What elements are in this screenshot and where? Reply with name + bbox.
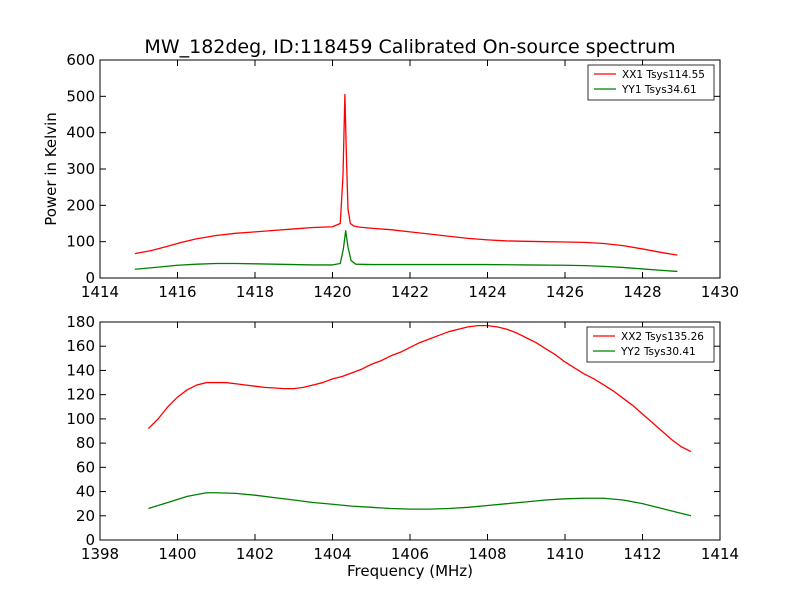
bottom-series-line-1 (148, 492, 692, 517)
top-x-tick-label: 1428 (623, 283, 661, 301)
top-y-axis-label: Power in Kelvin (42, 112, 60, 226)
top-x-tick-label: 1416 (158, 283, 196, 301)
bottom-y-tick-label: 0 (85, 531, 95, 549)
top-x-tick-label: 1424 (468, 283, 506, 301)
bottom-x-axis-label: Frequency (MHz) (347, 562, 473, 580)
bottom-tick-layer: 1398 1400 1402 1404 1406 1408 1410 1412 1414 0 20 4… (66, 313, 739, 563)
bottom-legend-box (586, 326, 715, 363)
bottom-y-tick-label: 40 (76, 483, 95, 501)
bottom-x-tick-label: 1412 (623, 545, 661, 563)
chart-title: MW_182deg, ID:118459 Calibrated On-sourc… (144, 36, 675, 58)
bottom-x-tick-label: 1404 (313, 545, 351, 563)
top-legend-label-xx1: XX1 Tsys114.55 (622, 69, 705, 81)
top-legend-label-yy1: YY1 Tsys34.61 (621, 84, 697, 96)
bottom-chart: 1398 1400 1402 1404 1406 1408 1410 1412 1414 0 20 4… (66, 313, 739, 580)
bottom-series-line-0 (147, 324, 692, 453)
top-plot-frame (99, 59, 721, 279)
top-y-tick-label: 500 (66, 87, 95, 105)
bottom-x-tick-label: 1408 (468, 545, 506, 563)
top-y-tick-label: 0 (85, 269, 95, 287)
top-y-tick-label: 400 (66, 124, 95, 142)
bottom-y-tick-label: 140 (66, 361, 95, 379)
top-x-tick-label: 1414 (81, 283, 119, 301)
top-legend: XX1 Tsys114.55 YY1 Tsys34.61 (587, 64, 715, 101)
bottom-x-tick-label: 1406 (391, 545, 429, 563)
bottom-series-layer (147, 324, 692, 517)
bottom-y-tick-label: 160 (66, 337, 95, 355)
bottom-legend: XX2 Tsys135.26 YY2 Tsys30.41 (586, 326, 715, 363)
bottom-x-tick-label: 1414 (701, 545, 739, 563)
bottom-y-tick-label: 100 (66, 410, 95, 428)
bottom-plot-frame (99, 321, 721, 541)
bottom-x-tick-label: 1402 (236, 545, 274, 563)
bottom-y-tick-label: 60 (76, 458, 95, 476)
top-series-line-1 (134, 230, 678, 273)
top-x-tick-label: 1426 (546, 283, 584, 301)
bottom-x-tick-label: 1410 (546, 545, 584, 563)
top-series-line-0 (134, 93, 678, 256)
bottom-y-tick-label: 80 (76, 434, 95, 452)
top-tick-layer: 1414 1416 1418 1420 1422 1424 1426 1428 1430 0 100… (66, 51, 739, 301)
bottom-y-tick-label: 180 (66, 313, 95, 331)
top-series-layer (134, 93, 678, 273)
top-x-tick-label: 1420 (313, 283, 351, 301)
top-chart: 1414 1416 1418 1420 1422 1424 1426 1428 1430 0 100… (42, 51, 739, 301)
top-legend-box (587, 64, 715, 101)
bottom-x-tick-label: 1400 (158, 545, 196, 563)
bottom-legend-label-xx2: XX2 Tsys135.26 (621, 331, 704, 343)
bottom-legend-label-yy2: YY2 Tsys30.41 (620, 346, 696, 358)
top-y-tick-label: 100 (66, 233, 95, 251)
top-y-tick-label: 300 (66, 160, 95, 178)
top-y-tick-label: 200 (66, 196, 95, 214)
top-x-tick-label: 1422 (391, 283, 429, 301)
bottom-y-tick-label: 120 (66, 386, 95, 404)
bottom-y-tick-label: 20 (76, 507, 95, 525)
bottom-x-tick-label: 1398 (81, 545, 119, 563)
top-x-tick-label: 1418 (236, 283, 274, 301)
top-y-tick-label: 600 (66, 51, 95, 69)
top-x-tick-label: 1430 (701, 283, 739, 301)
